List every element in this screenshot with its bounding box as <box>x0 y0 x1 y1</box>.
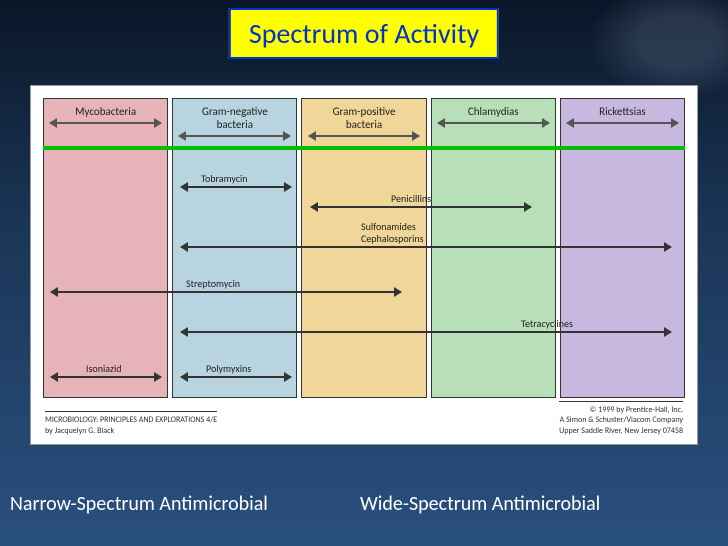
column-arrow-icon <box>179 135 290 137</box>
drug-label: Cephalosporins <box>361 232 424 245</box>
column-label: Mycobacteria <box>75 105 136 118</box>
source-author: by Jacquelyn G. Black <box>45 426 114 436</box>
copyright-text: © 1999 by Prentice-Hall, Inc. A Simon & … <box>559 401 683 436</box>
copyright-line3: Upper Saddle River, New Jersey 07458 <box>559 426 683 436</box>
column-3: Chlamydias <box>431 98 556 398</box>
source-citation: MICROBIOLOGY: PRINCIPLES AND EXPLORATION… <box>45 411 217 436</box>
drug-label: Isoniazid <box>86 362 122 375</box>
drug-range-bar <box>51 291 401 293</box>
spectrum-chart: Mycobacteria Gram-negativebacteria Gram-po… <box>30 85 698 445</box>
column-arrow-icon <box>438 122 549 124</box>
column-label: Rickettsias <box>599 105 646 118</box>
drug-range-bar <box>181 246 671 248</box>
column-0: Mycobacteria <box>43 98 168 398</box>
column-1: Gram-negativebacteria <box>172 98 297 398</box>
column-arrow-icon <box>50 122 161 124</box>
bacteria-columns: Mycobacteria Gram-negativebacteria Gram-po… <box>43 98 685 398</box>
column-label: Chlamydias <box>468 105 519 118</box>
spectrum-axis-line <box>43 146 685 150</box>
copyright-line2: A Simon & Schuster/Viacom Company <box>560 415 683 425</box>
column-arrow-icon <box>309 135 420 137</box>
drug-label: Penicillins <box>391 192 431 205</box>
drug-label: Tetracyclines <box>521 317 573 330</box>
drug-range-bar <box>181 186 291 188</box>
column-2: Gram-positivebacteria <box>301 98 426 398</box>
drug-label: Streptomycin <box>186 277 240 290</box>
drug-range-bar <box>51 376 161 378</box>
caption-narrow: Narrow-Spectrum Antimicrobial <box>10 492 268 516</box>
drug-range-bar <box>181 376 291 378</box>
column-label: Gram-positivebacteria <box>333 105 396 131</box>
drug-range-bar <box>181 331 671 333</box>
caption-wide: Wide-Spectrum Antimicrobial <box>360 492 600 516</box>
copyright-line1: © 1999 by Prentice-Hall, Inc. <box>590 405 683 415</box>
drug-range-bar <box>311 206 531 208</box>
column-label: Gram-negativebacteria <box>202 105 268 131</box>
column-arrow-icon <box>567 122 678 124</box>
slide-title: Spectrum of Activity <box>229 8 499 59</box>
drug-label: Polymyxins <box>206 362 251 375</box>
drug-label: Tobramycin <box>201 172 248 185</box>
source-title: MICROBIOLOGY: PRINCIPLES AND EXPLORATION… <box>45 415 217 425</box>
